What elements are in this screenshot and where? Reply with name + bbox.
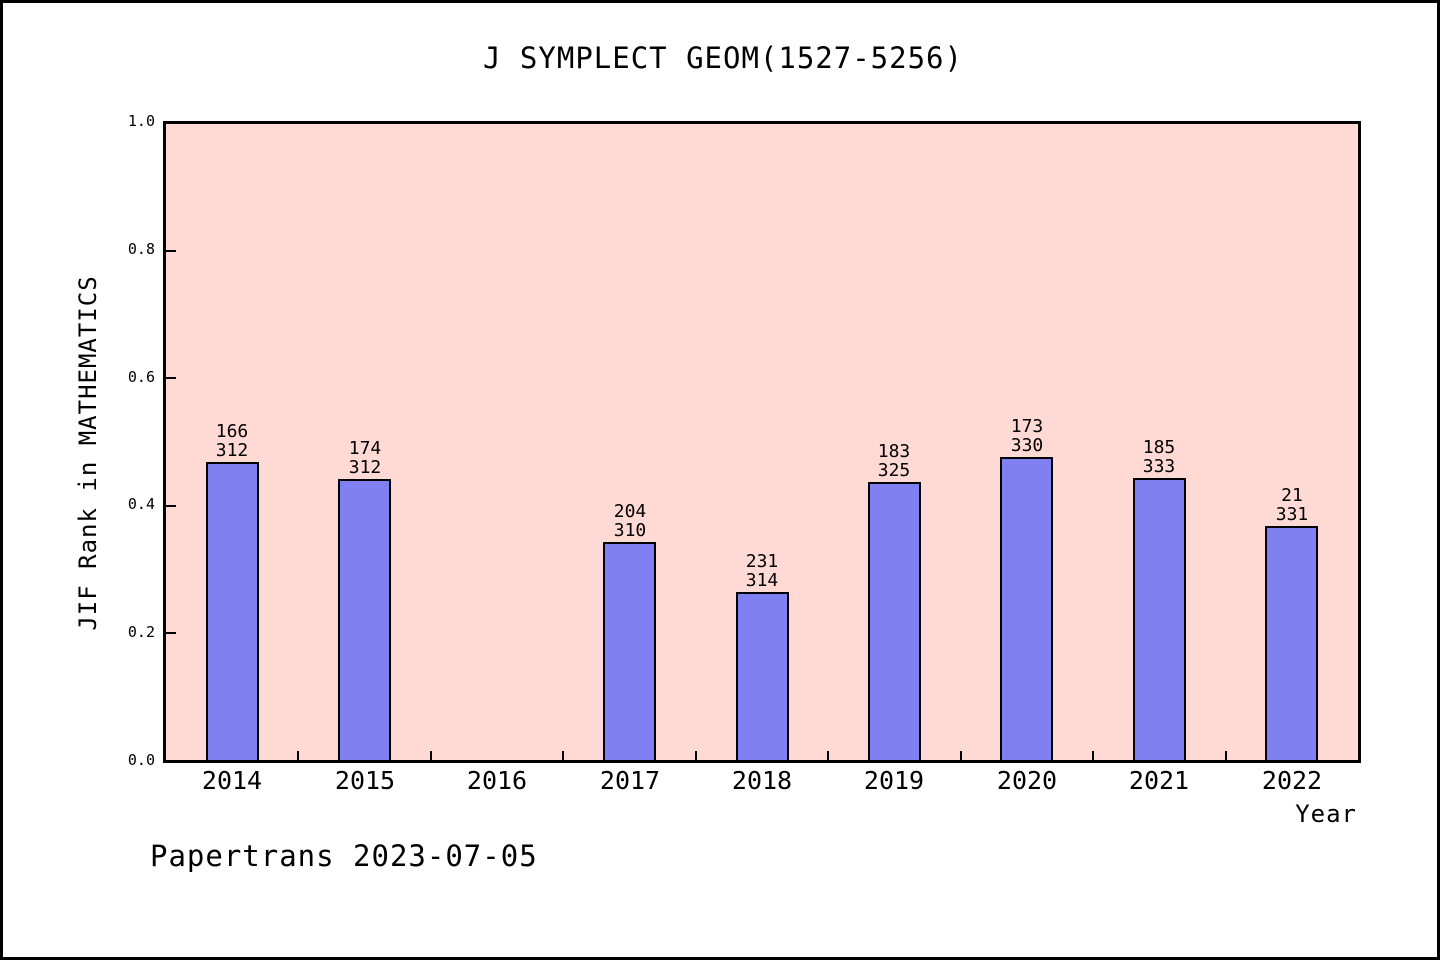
bar-value-label-2019: 183 325 (877, 441, 911, 481)
x-tick-mark (297, 751, 299, 760)
bar-2015 (338, 479, 391, 760)
y-tick-label-0.8: 0.8 (127, 240, 155, 258)
x-tick-mark (960, 751, 962, 760)
y-tick-mark (166, 632, 176, 634)
bar-2022 (1265, 526, 1318, 760)
x-tick-mark (1092, 751, 1094, 760)
bar-value-label-2017: 204 310 (613, 501, 647, 541)
x-tick-mark (695, 751, 697, 760)
x-tick-label-2022: 2022 (1261, 766, 1323, 795)
x-axis-title: Year (1295, 800, 1357, 828)
y-tick-mark (166, 505, 176, 507)
x-tick-mark (430, 751, 432, 760)
x-tick-label-2015: 2015 (334, 766, 396, 795)
x-tick-mark (562, 751, 564, 760)
x-tick-label-2016: 2016 (466, 766, 528, 795)
x-tick-mark (827, 751, 829, 760)
bar-value-label-2014: 166 312 (215, 421, 249, 461)
x-tick-label-2017: 2017 (599, 766, 661, 795)
y-tick-label-0.2: 0.2 (127, 623, 155, 641)
x-tick-label-2019: 2019 (863, 766, 925, 795)
plot-area: 166 312 174 312 204 310 231 314 183 325 173 3… (163, 121, 1361, 763)
y-axis-title: JIF Rank in MATHEMATICS (74, 275, 102, 631)
x-tick-label-2020: 2020 (996, 766, 1058, 795)
bar-value-label-2020: 173 330 (1010, 416, 1044, 456)
y-tick-label-1.0: 1.0 (127, 112, 155, 130)
bar-value-label-2015: 174 312 (348, 438, 382, 478)
x-tick-label-2021: 2021 (1128, 766, 1190, 795)
y-tick-mark (166, 250, 176, 252)
bar-2014 (206, 462, 259, 760)
bar-2021 (1133, 478, 1186, 760)
bar-2017 (603, 542, 656, 760)
bar-2020 (1000, 457, 1053, 760)
bar-value-label-2021: 185 333 (1142, 437, 1176, 477)
bar-2019 (868, 482, 921, 760)
x-tick-mark (1225, 751, 1227, 760)
y-tick-label-0.0: 0.0 (127, 751, 155, 769)
y-tick-label-0.4: 0.4 (127, 495, 155, 513)
x-tick-label-2018: 2018 (731, 766, 793, 795)
watermark-text: Papertrans 2023-07-05 (150, 839, 538, 873)
x-tick-label-2014: 2014 (201, 766, 263, 795)
chart-title: J SYMPLECT GEOM(1527-5256) (483, 41, 963, 75)
bar-2018 (736, 592, 789, 760)
bar-value-label-2018: 231 314 (745, 551, 779, 591)
bar-value-label-2022: 21 331 (1275, 485, 1309, 525)
y-tick-mark (166, 377, 176, 379)
y-tick-label-0.6: 0.6 (127, 368, 155, 386)
